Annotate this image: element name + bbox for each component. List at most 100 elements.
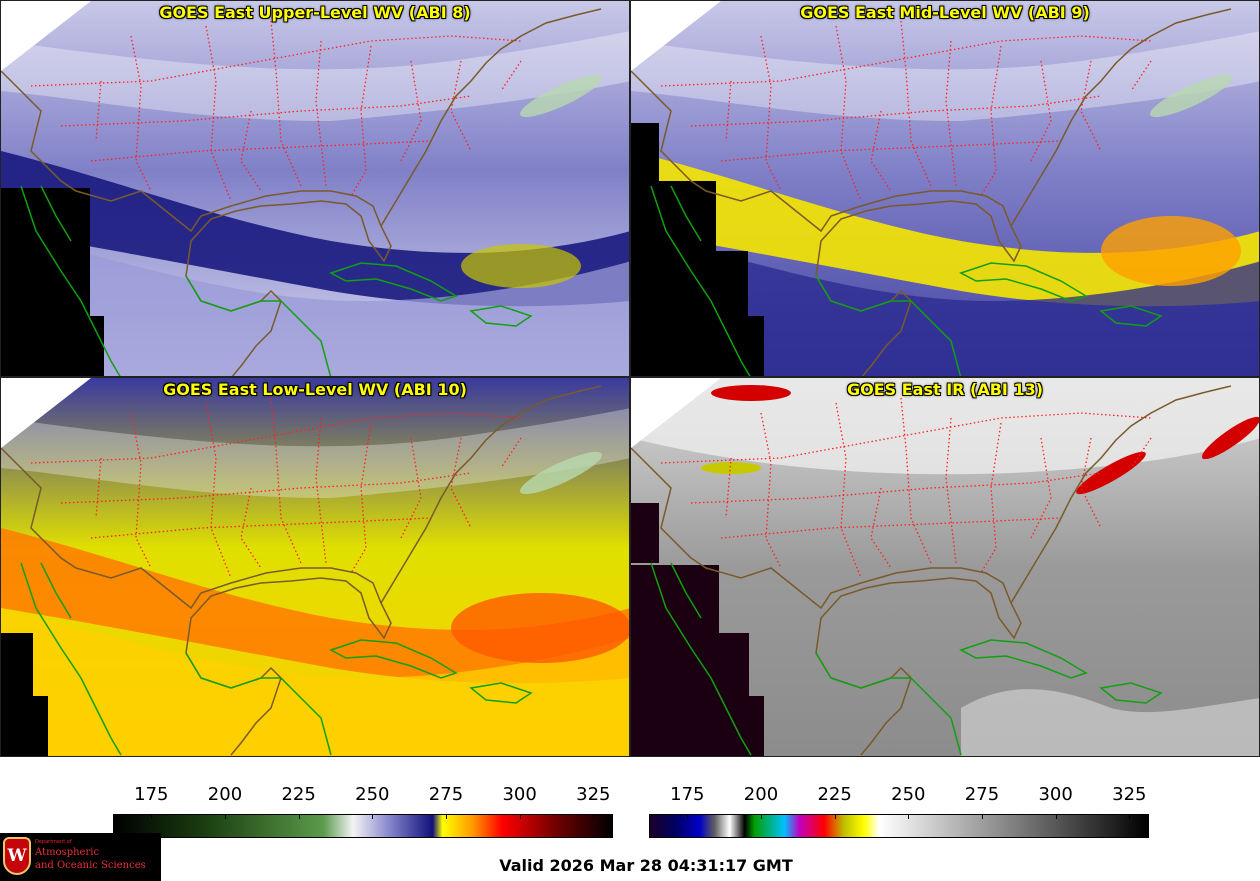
cuba-outline: [959, 262, 1088, 302]
mexico-coast: [650, 185, 751, 376]
panel-title: GOES East Low-Level WV (ABI 10): [163, 380, 467, 399]
state-borders: [30, 20, 522, 202]
panel-title: GOES East Mid-Level WV (ABI 9): [800, 3, 1090, 22]
valid-time: Valid 2026 Mar 28 04:31:17 GMT: [499, 856, 793, 875]
off-earth-corner: [1, 378, 91, 448]
state-border: [1030, 60, 1052, 162]
cold-top-red: [1076, 451, 1146, 495]
no-data-region: [1, 316, 104, 376]
cold-cloud: [519, 451, 603, 495]
logo-dept: Department of: [35, 839, 72, 845]
aos-logo[interactable]: W Department of Atmospheric and Oceanic …: [0, 833, 161, 881]
cloud-shield: [631, 378, 1259, 475]
off-earth-corner: [631, 378, 721, 448]
no-data-region: [1, 696, 48, 756]
panel-title: GOES East Upper-Level WV (ABI 8): [159, 3, 471, 22]
cold-cloud: [519, 74, 603, 118]
moisture-band: [631, 151, 1259, 307]
panel-title: GOES East IR (ABI 13): [846, 380, 1044, 399]
no-data-region: [1, 251, 90, 316]
no-data-region: [631, 316, 764, 376]
colorbar-tick-label: 300: [1038, 784, 1073, 805]
state-border: [400, 437, 422, 539]
tropical-clouds: [961, 689, 1259, 756]
ir-image: [631, 378, 1259, 756]
state-border: [835, 25, 862, 202]
state-border: [980, 422, 1002, 574]
moist-core: [1101, 216, 1241, 286]
state-border: [350, 422, 372, 574]
mexico-coast: [20, 185, 121, 376]
state-border: [870, 487, 892, 569]
hispaniola-outline: [469, 305, 533, 327]
colorbar-tick-label: 225: [817, 784, 852, 805]
colorbar-tick-label: 275: [964, 784, 1000, 805]
cold-top-red: [711, 385, 791, 401]
colorbar-tick-mark: [834, 814, 836, 819]
colorbar-tick-label: 275: [428, 784, 464, 805]
state-border: [315, 417, 327, 564]
ir-colorbar: [649, 814, 1149, 838]
colorbar-tick-mark: [298, 814, 300, 819]
yucatan-coast: [185, 275, 332, 376]
sea-coastlines: [20, 185, 533, 376]
colorbar-tick-mark: [908, 814, 910, 819]
southern-field: [1, 231, 629, 376]
logo-line1: Atmospheric: [35, 847, 100, 858]
mexico-coast: [20, 562, 122, 756]
state-borders: [660, 20, 1152, 202]
state-border: [350, 45, 372, 197]
cold-top-yellow: [701, 462, 761, 474]
jet-cloud: [1, 31, 629, 121]
colorbar-tick-mark: [1055, 814, 1057, 819]
southern-field: [631, 231, 1259, 376]
jet-cloud: [1, 408, 629, 498]
jet-cloud: [631, 31, 1259, 121]
moist-core: [461, 244, 581, 288]
no-data-region: [631, 251, 748, 321]
no-data-region: [1, 188, 90, 253]
colorbar-tick-mark: [519, 814, 521, 819]
state-border: [270, 20, 302, 187]
sea-coastlines: [20, 562, 533, 756]
cuba-outline: [959, 639, 1088, 679]
colorbar-tick-mark: [593, 814, 595, 819]
sea-coastlines: [650, 185, 1163, 376]
baja-coast: [670, 562, 702, 619]
mid-level-wv-image: [631, 1, 1259, 376]
colorbar-tick-label: 250: [891, 784, 926, 805]
state-border: [315, 40, 327, 187]
hispaniola-outline: [469, 682, 533, 704]
no-data-region: [631, 633, 749, 703]
state-border: [1080, 60, 1102, 152]
cuba-outline: [329, 639, 458, 679]
upper-level-wv-image: [1, 1, 629, 376]
state-border: [980, 45, 1002, 197]
state-border: [760, 35, 782, 192]
off-earth-corner: [631, 1, 721, 71]
state-border: [30, 35, 522, 87]
cold-cloud: [1149, 74, 1233, 118]
moist-core: [451, 593, 629, 663]
colorbar-tick-mark: [372, 814, 374, 819]
state-border: [760, 412, 782, 569]
state-border: [205, 25, 232, 202]
state-border: [130, 412, 152, 569]
state-borders: [30, 397, 522, 579]
off-earth-corner: [1, 1, 91, 71]
state-border: [900, 20, 932, 187]
colorbar-tick-label: 325: [576, 784, 611, 805]
state-border: [450, 437, 472, 529]
colorbar-tick-mark: [445, 814, 447, 819]
logo-line2: and Oceanic Sciences: [35, 860, 146, 871]
east-coastline: [1010, 385, 1232, 604]
baja-coast: [40, 185, 72, 242]
state-border: [660, 35, 1152, 87]
sea-coastlines: [650, 562, 1163, 756]
state-border: [450, 60, 472, 152]
east-coastline: [380, 8, 602, 227]
no-data-region: [631, 503, 659, 563]
state-border: [660, 412, 1152, 464]
yucatan-coast: [185, 652, 332, 756]
panel-upper-level-wv: GOES East Upper-Level WV (ABI 8): [0, 0, 630, 377]
